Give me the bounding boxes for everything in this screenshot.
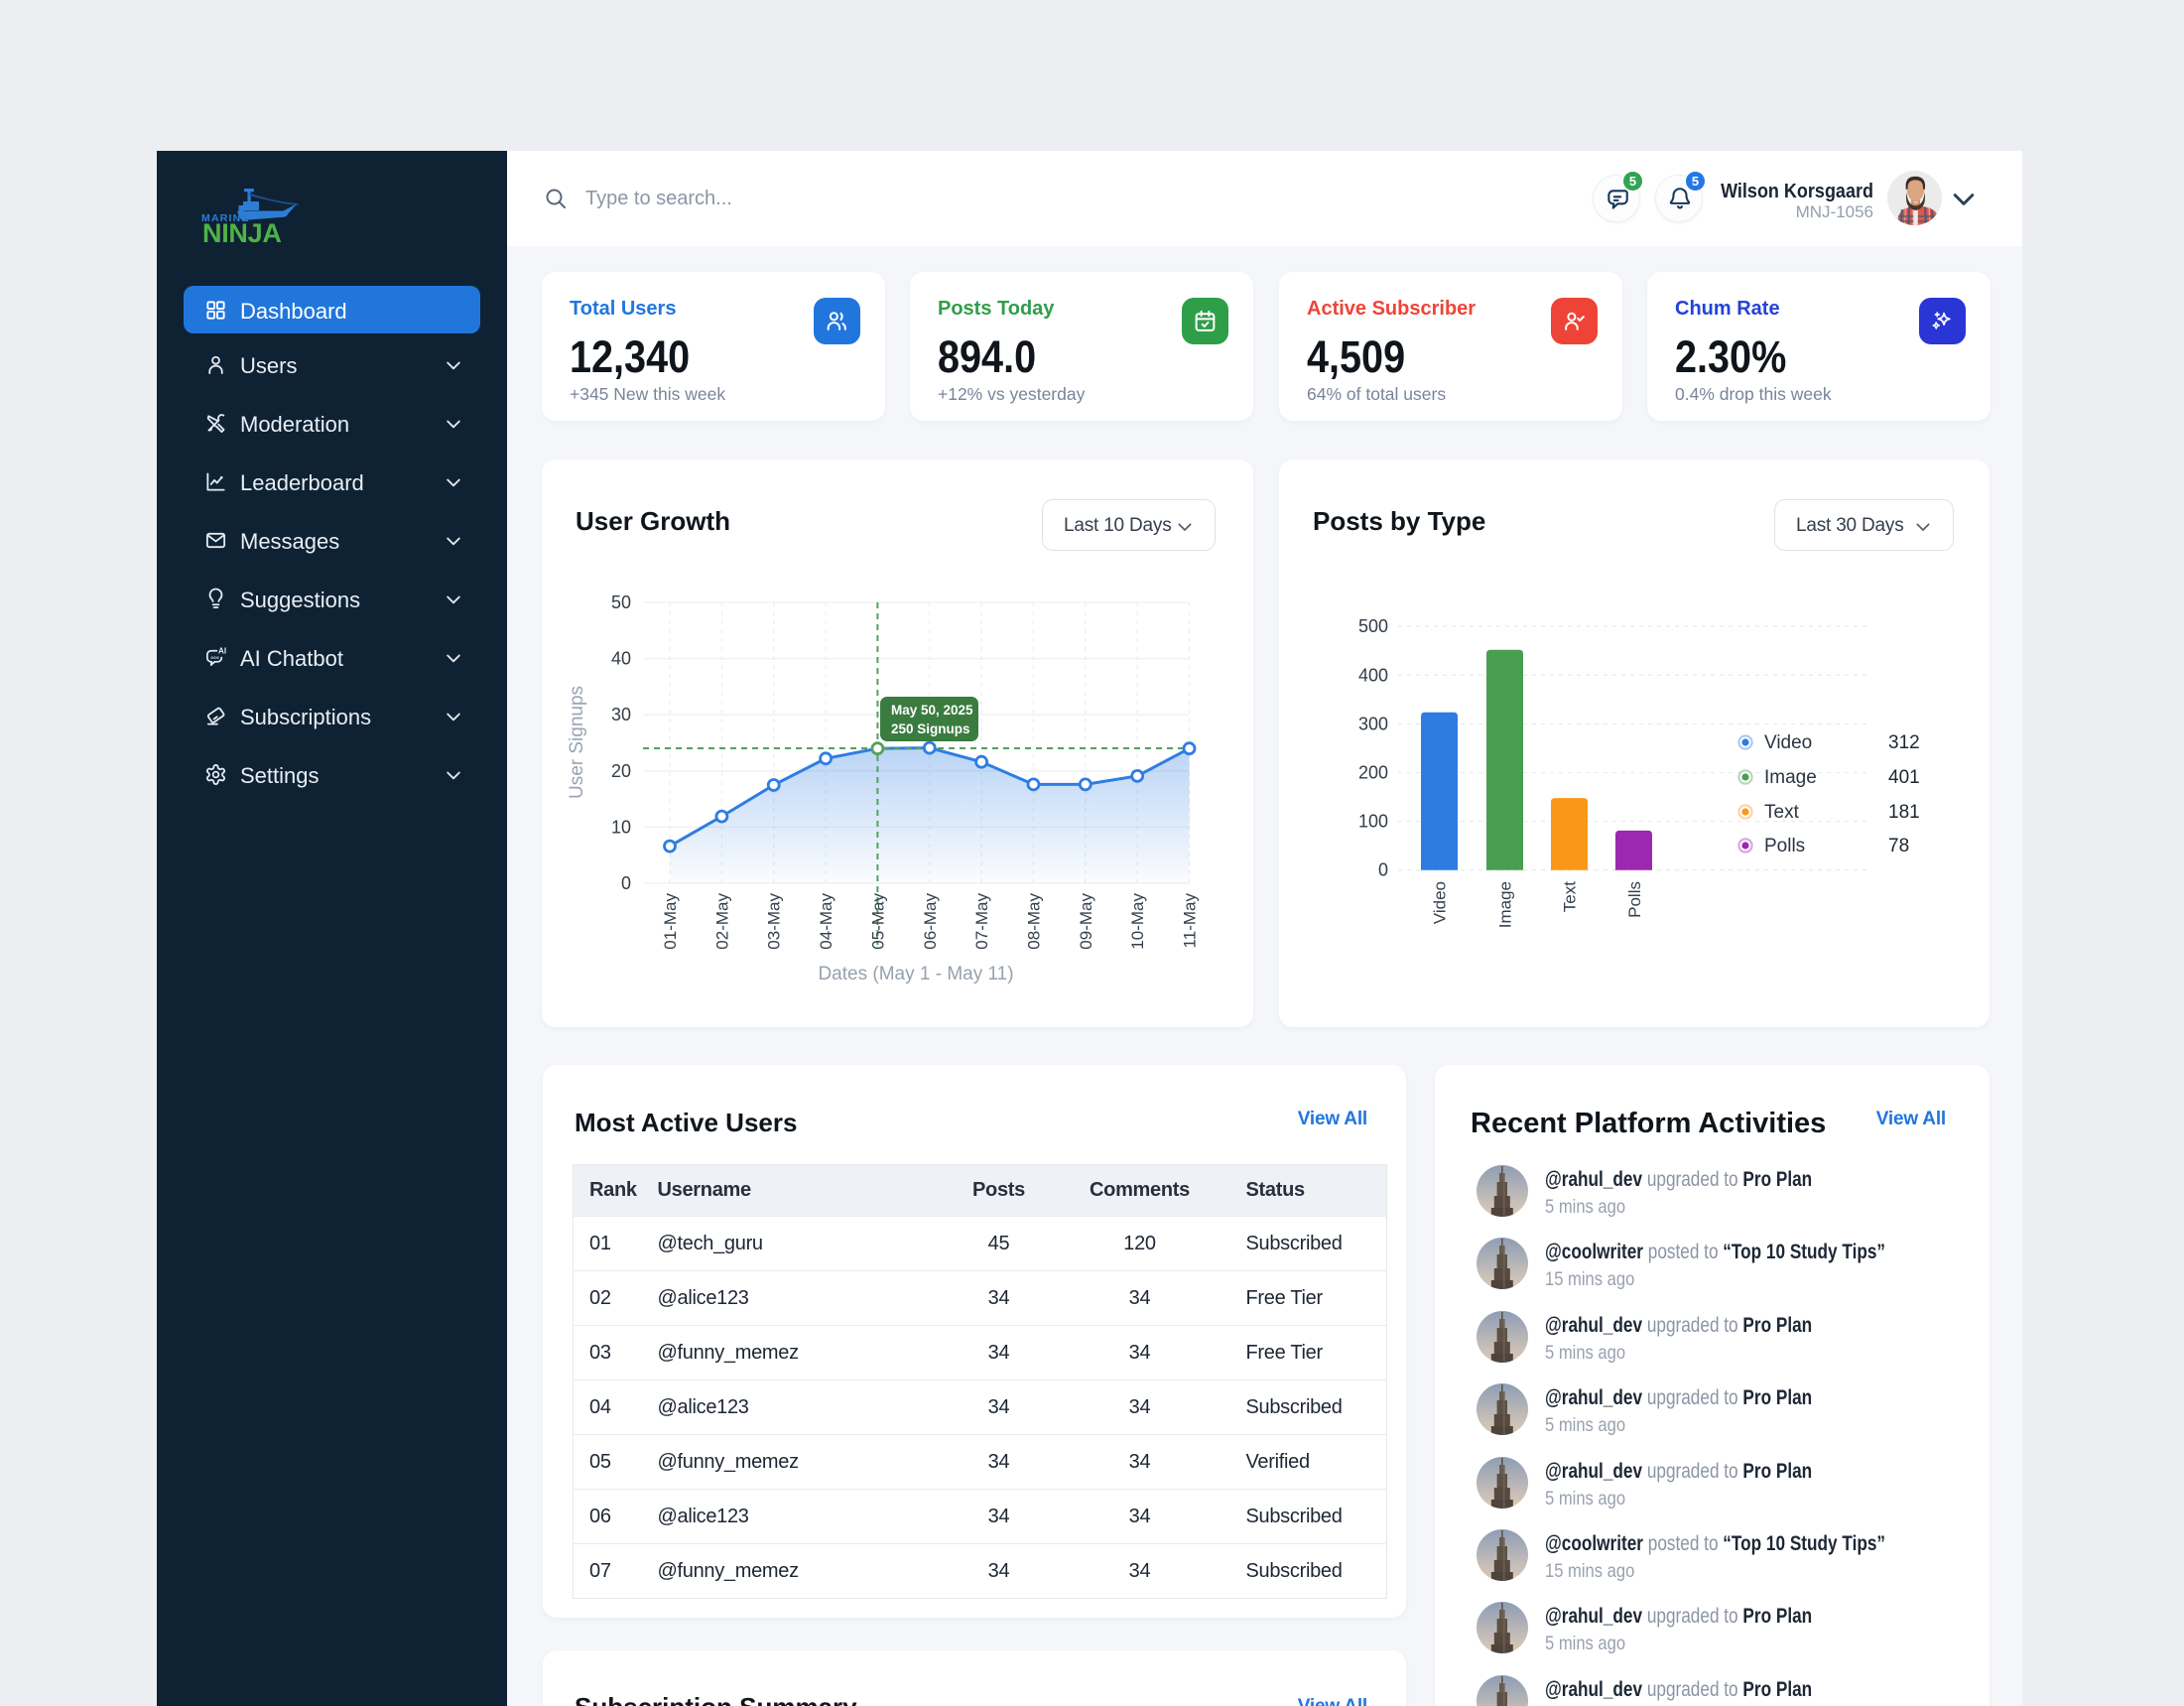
svg-text:0: 0 bbox=[1378, 860, 1388, 880]
svg-text:181: 181 bbox=[1888, 802, 1920, 823]
svg-text:05-May: 05-May bbox=[868, 893, 887, 950]
svg-text:Video: Video bbox=[1431, 881, 1450, 924]
svg-text:250 Signups: 250 Signups bbox=[891, 722, 970, 736]
svg-text:Text: Text bbox=[1764, 802, 1800, 823]
svg-text:Polls: Polls bbox=[1764, 836, 1805, 856]
svg-text:40: 40 bbox=[611, 649, 631, 669]
svg-text:Image: Image bbox=[1764, 767, 1817, 788]
svg-text:07-May: 07-May bbox=[972, 893, 991, 950]
svg-text:04-May: 04-May bbox=[817, 893, 835, 950]
svg-text:10-May: 10-May bbox=[1128, 893, 1147, 950]
svg-text:May 50, 2025: May 50, 2025 bbox=[891, 703, 973, 718]
svg-text:0: 0 bbox=[621, 873, 631, 893]
svg-text:500: 500 bbox=[1358, 616, 1388, 636]
svg-text:03-May: 03-May bbox=[765, 893, 784, 950]
svg-text:02-May: 02-May bbox=[712, 893, 731, 950]
svg-text:Image: Image bbox=[1496, 881, 1515, 928]
svg-text:50: 50 bbox=[611, 592, 631, 612]
svg-text:11-May: 11-May bbox=[1181, 893, 1200, 949]
svg-text:Polls: Polls bbox=[1625, 881, 1644, 918]
svg-text:300: 300 bbox=[1358, 714, 1388, 733]
svg-text:20: 20 bbox=[611, 761, 631, 781]
svg-text:Text: Text bbox=[1561, 881, 1580, 912]
svg-text:200: 200 bbox=[1358, 763, 1388, 783]
svg-text:Dates (May 1 - May 11): Dates (May 1 - May 11) bbox=[818, 964, 1013, 984]
svg-text:01-May: 01-May bbox=[661, 893, 680, 950]
svg-text:78: 78 bbox=[1888, 836, 1909, 856]
svg-text:09-May: 09-May bbox=[1077, 893, 1095, 950]
svg-text:Video: Video bbox=[1764, 732, 1812, 753]
svg-text:401: 401 bbox=[1888, 767, 1920, 788]
svg-text:06-May: 06-May bbox=[921, 893, 940, 950]
svg-text:AI: AI bbox=[218, 646, 226, 655]
svg-text:312: 312 bbox=[1888, 732, 1920, 753]
svg-text:08-May: 08-May bbox=[1025, 893, 1044, 950]
svg-text:400: 400 bbox=[1358, 665, 1388, 685]
svg-text:10: 10 bbox=[611, 817, 631, 837]
svg-text:100: 100 bbox=[1358, 812, 1388, 832]
svg-text:User Signups: User Signups bbox=[567, 686, 587, 799]
svg-text:30: 30 bbox=[611, 705, 631, 724]
